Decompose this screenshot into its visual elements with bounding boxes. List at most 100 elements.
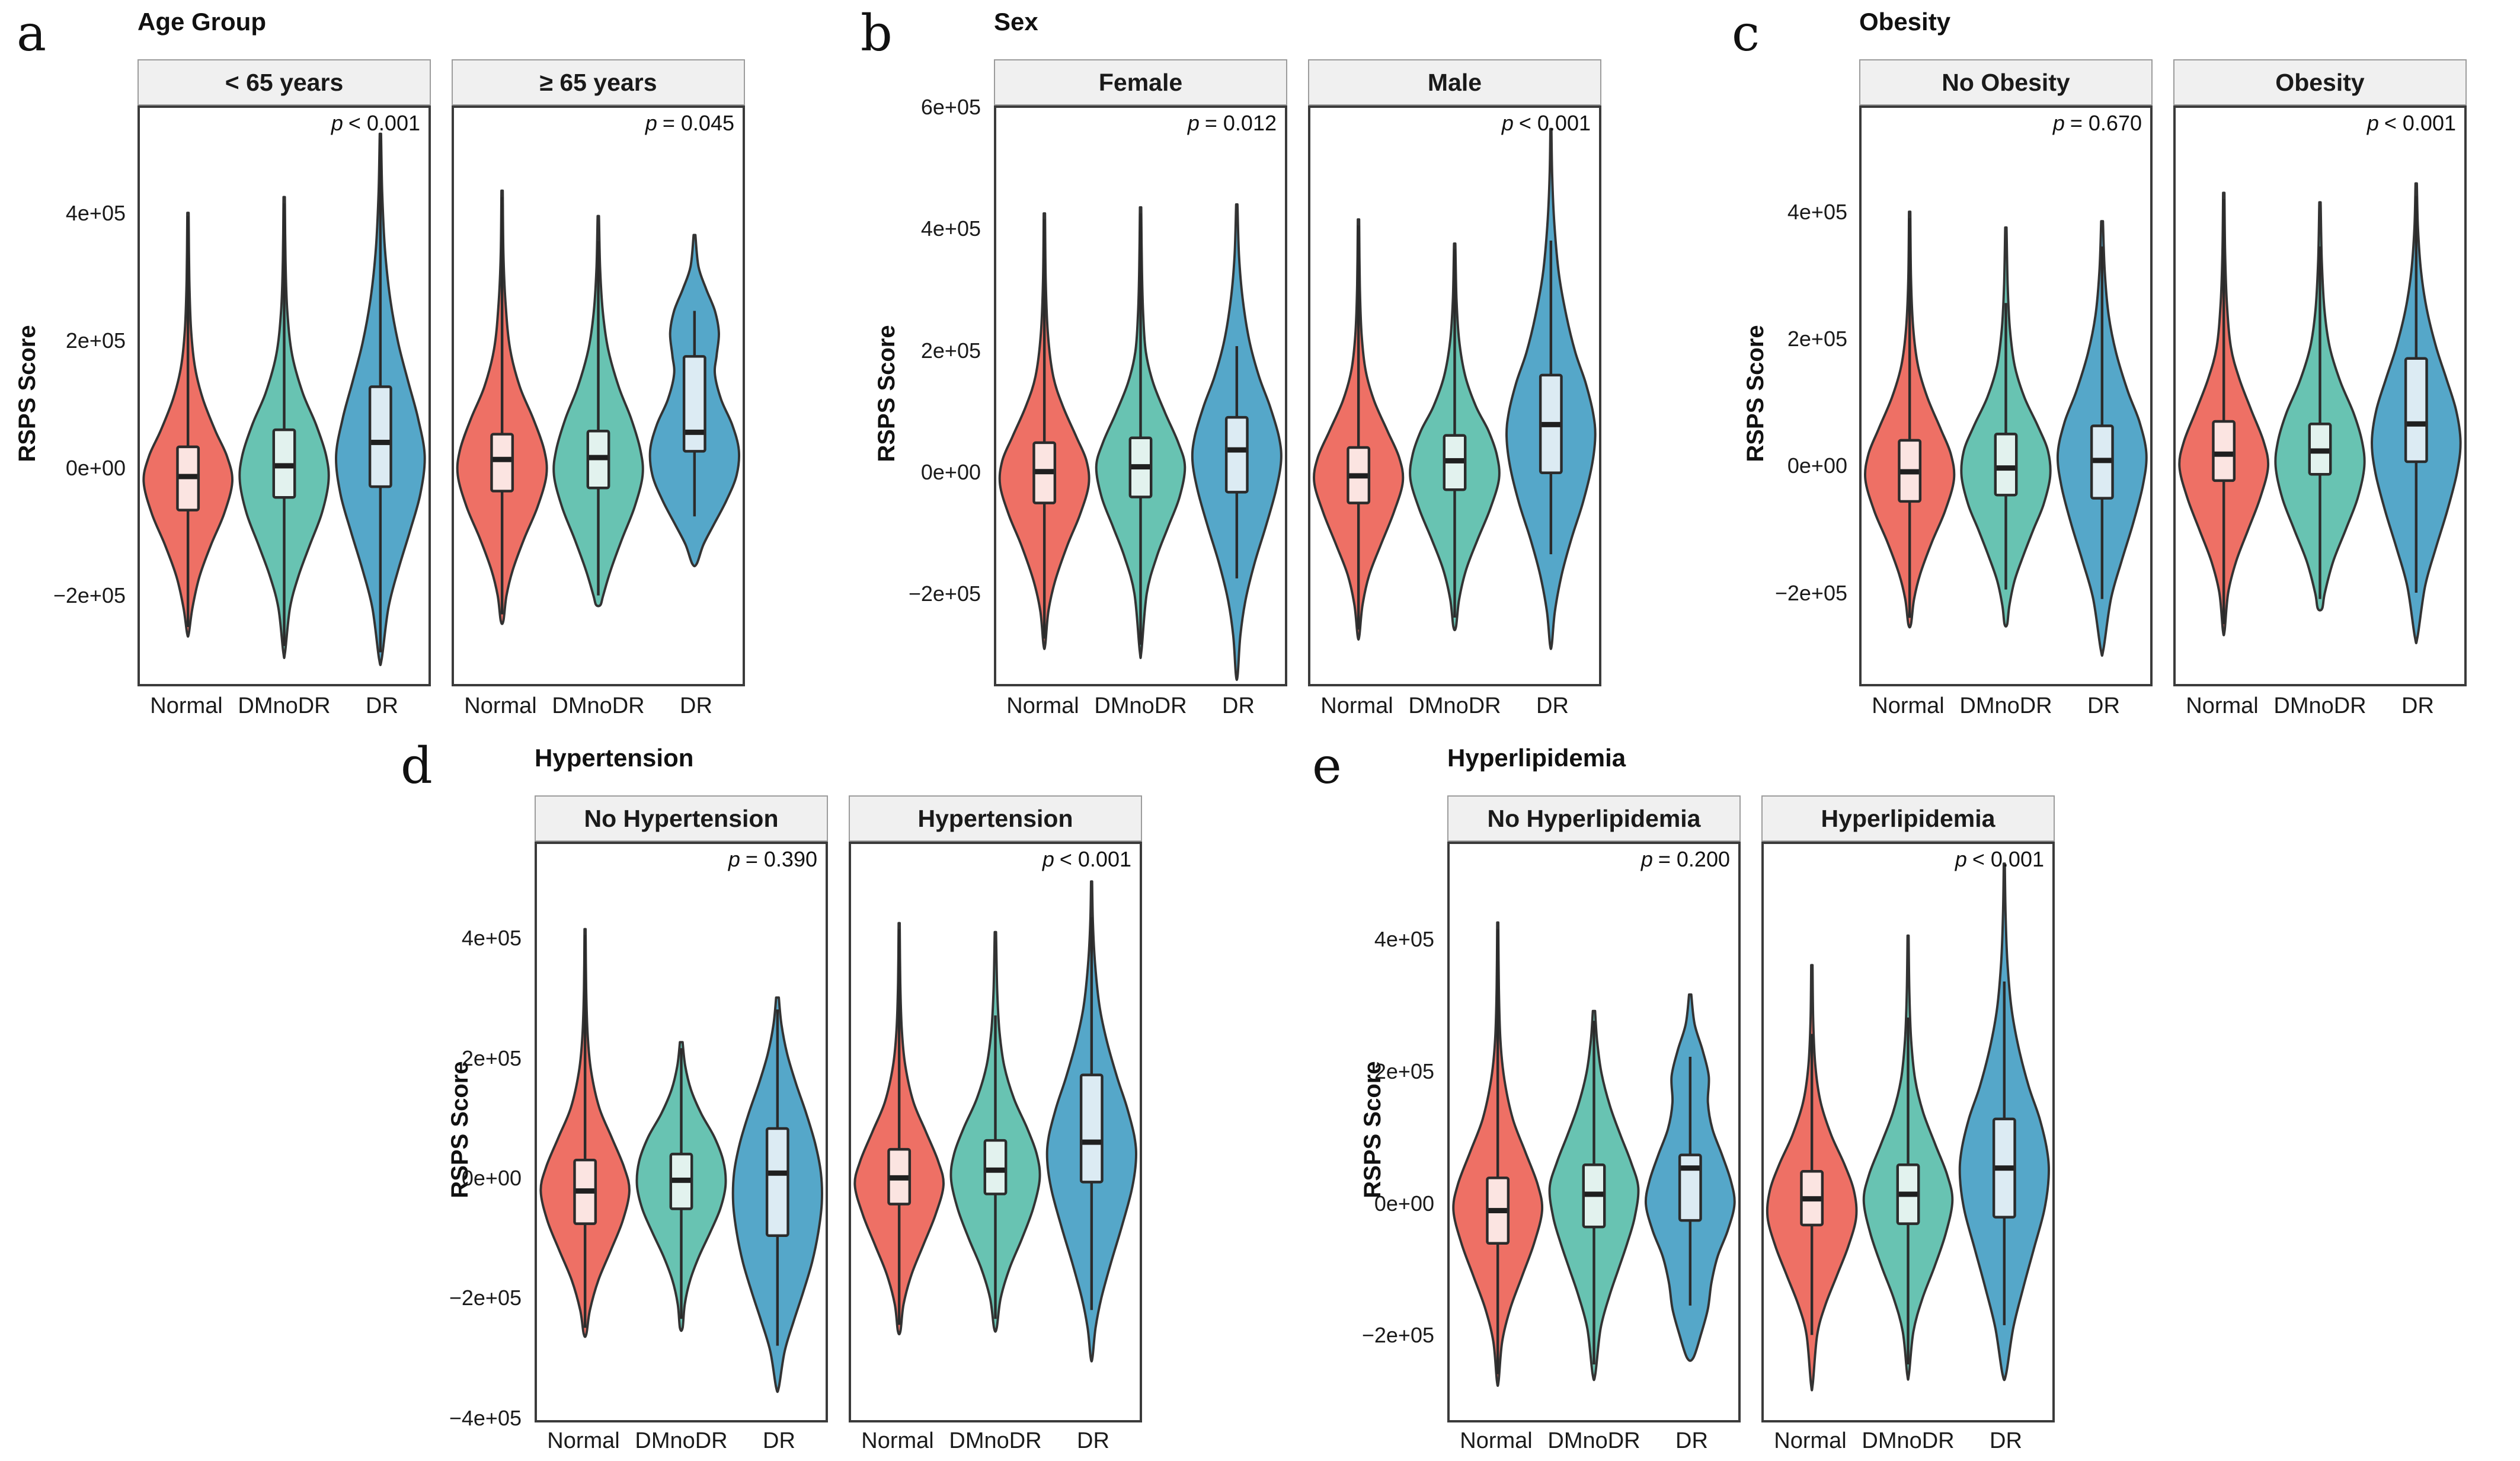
x-group-label-normal: Normal: [1774, 1428, 1847, 1453]
p-value: p < 0.001: [1761, 849, 2044, 870]
violin-plot-svg: [853, 880, 1137, 1363]
plot-area: [137, 106, 431, 686]
x-group-label-dr: DR: [1077, 1428, 1109, 1453]
plot-area: [2173, 106, 2467, 686]
p-value: p = 0.200: [1447, 849, 1730, 870]
violin-plot-svg: [1452, 921, 1736, 1387]
panel-title: Hypertension: [535, 744, 694, 772]
y-tick-label: −2e+05: [1361, 1323, 1434, 1348]
median-dmnodr: [1445, 458, 1464, 463]
p-value: p < 0.001: [1308, 113, 1591, 134]
y-tick-label: −2e+05: [53, 583, 126, 608]
median-dmnodr: [1996, 465, 2016, 471]
x-group-label-dr: DR: [2401, 693, 2434, 718]
violin-plot-svg: [1313, 127, 1597, 650]
y-tick-label: 4e+05: [461, 926, 522, 951]
p-value-text: = 0.045: [662, 111, 734, 135]
facet-strip: < 65 years: [137, 59, 431, 106]
y-tick-label: −4e+05: [449, 1406, 522, 1431]
facet-strip-label: Male: [1427, 68, 1482, 96]
panel-title: Obesity: [1859, 8, 1951, 36]
p-symbol: p: [645, 111, 657, 135]
y-tick-label: 2e+05: [65, 328, 126, 353]
facet-strip: ≥ 65 years: [452, 59, 745, 106]
y-tick-label: 0e+00: [65, 456, 126, 481]
plot-area: [1761, 842, 2055, 1422]
median-normal: [178, 474, 197, 479]
facet-strip-label: Obesity: [2275, 68, 2365, 96]
box-dr: [765, 1127, 789, 1237]
p-value-text: = 0.670: [2070, 111, 2142, 135]
x-group-label-normal: Normal: [1006, 693, 1079, 718]
p-value: p = 0.012: [994, 113, 1277, 134]
x-group-label-dmnodr: DMnoDR: [1959, 693, 2052, 718]
x-group-label-dr: DR: [366, 693, 398, 718]
x-group-label-dmnodr: DMnoDR: [1408, 693, 1501, 718]
facet-strip-label: No Hypertension: [584, 804, 779, 832]
median-normal: [1349, 473, 1368, 479]
p-value: p < 0.001: [849, 849, 1131, 870]
y-tick-label: 2e+05: [1374, 1059, 1434, 1083]
x-group-label-dmnodr: DMnoDR: [949, 1428, 1042, 1453]
y-tick-label: −2e+05: [1774, 580, 1847, 605]
median-normal: [890, 1175, 909, 1181]
panel-letter-c: c: [1732, 4, 1760, 62]
median-dr: [768, 1170, 787, 1176]
p-value-text: < 0.001: [1518, 111, 1591, 135]
facet-strip-label: < 65 years: [225, 68, 344, 96]
x-group-label-normal: Normal: [2186, 693, 2259, 718]
violin-plot-svg: [142, 132, 426, 666]
y-tick-label: −2e+05: [908, 581, 981, 606]
median-dmnodr: [589, 455, 608, 461]
box-dr: [1678, 1153, 1702, 1222]
facet-strip: Hypertension: [849, 795, 1142, 842]
p-symbol: p: [2367, 111, 2379, 135]
plot-area: [1308, 106, 1601, 686]
box-normal: [2212, 420, 2236, 482]
x-group-label-dmnodr: DMnoDR: [238, 693, 331, 718]
facet-strip: No Hypertension: [535, 795, 828, 842]
x-group-label-normal: Normal: [1320, 693, 1393, 718]
p-value-text: < 0.001: [1059, 847, 1131, 871]
plot-area: [994, 106, 1287, 686]
median-dmnodr: [2310, 448, 2330, 454]
p-symbol: p: [1640, 847, 1653, 871]
y-tick-label: 0e+00: [461, 1166, 522, 1191]
median-dr: [371, 439, 390, 445]
median-dmnodr: [274, 463, 294, 469]
p-value-text: = 0.012: [1204, 111, 1277, 135]
median-dmnodr: [1584, 1191, 1604, 1197]
violin-plot-svg: [539, 928, 823, 1393]
median-dmnodr: [671, 1177, 691, 1183]
p-value-text: = 0.390: [745, 847, 817, 871]
axis-title-y: RSPS Score: [1742, 325, 1769, 462]
plot-area: [452, 106, 745, 686]
p-value-text: < 0.001: [348, 111, 420, 135]
median-dr: [1681, 1165, 1700, 1171]
facet-strip-label: No Hyperlipidemia: [1487, 804, 1701, 832]
x-group-label-dmnodr: DMnoDR: [1862, 1428, 1955, 1453]
violin-plot-svg: [1864, 210, 2148, 657]
p-symbol: p: [1501, 111, 1514, 135]
median-dr: [1227, 447, 1246, 453]
x-group-label-dr: DR: [680, 693, 712, 718]
panel-title: Age Group: [137, 8, 266, 36]
x-group-label-dmnodr: DMnoDR: [635, 1428, 728, 1453]
x-group-label-normal: Normal: [1872, 693, 1945, 718]
facet-strip: Obesity: [2173, 59, 2467, 106]
y-tick-label: 0e+00: [1787, 453, 1847, 478]
y-tick-label: 4e+05: [920, 216, 981, 241]
y-tick-label: 4e+05: [1374, 927, 1434, 952]
median-normal: [493, 456, 511, 462]
panel-letter-e: e: [1312, 737, 1342, 795]
median-normal: [575, 1188, 594, 1194]
axis-title-y: RSPS Score: [447, 1061, 473, 1198]
x-group-label-dmnodr: DMnoDR: [1547, 1428, 1640, 1453]
facet-strip: No Obesity: [1859, 59, 2153, 106]
box-dmnodr: [1994, 433, 2018, 497]
p-symbol: p: [1187, 111, 1200, 135]
x-group-label-dr: DR: [2087, 693, 2120, 718]
violin-plot-svg: [998, 203, 1283, 681]
facet-strip-label: Hypertension: [917, 804, 1073, 832]
